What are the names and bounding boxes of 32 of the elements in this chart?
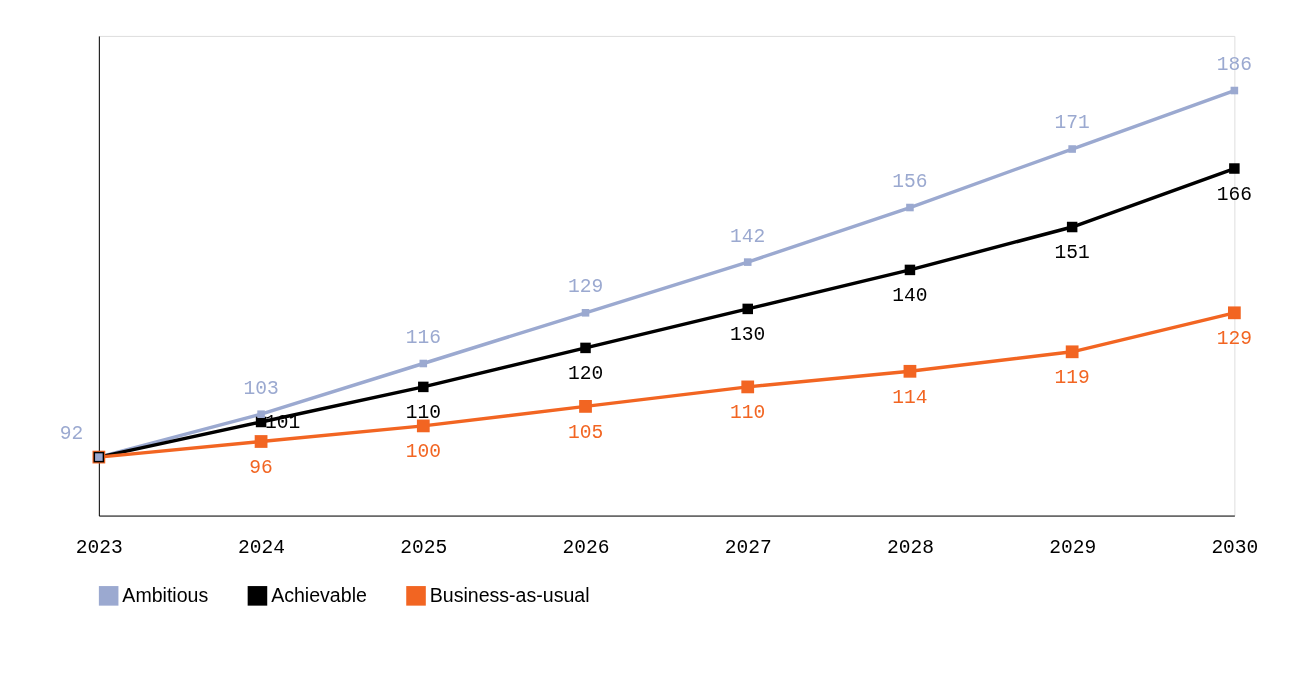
data-label: 129 [567,276,604,299]
x-tick-label: 2028 [886,537,934,560]
data-label: 96 [249,456,273,479]
x-tick-label: 2027 [724,537,772,560]
x-tick-label: 2025 [400,537,448,560]
data-label: 110 [730,402,766,425]
data-label: 119 [1054,367,1090,390]
x-tick-label: 2023 [75,537,123,560]
x-tick-label: 2029 [1049,537,1097,560]
data-label: 151 [1054,242,1090,265]
data-label: 120 [567,363,604,386]
data-label: 130 [730,324,766,347]
data-label: 116 [405,326,441,349]
data-label: 186 [1216,53,1252,76]
x-tick-label: 2030 [1211,537,1259,560]
data-label: 156 [892,170,928,193]
data-label: 166 [1216,183,1252,206]
legend-label: Business-as-usual [429,583,590,606]
legend-label: Achievable [271,583,367,606]
data-label: 110 [405,402,441,425]
data-label: 171 [1054,112,1090,135]
data-label: 140 [892,285,928,308]
legend-label: Ambitious [122,583,209,606]
data-label: 114 [892,386,928,409]
data-label: 103 [243,377,279,400]
x-tick-label: 2026 [562,537,610,560]
data-label: 100 [405,441,441,464]
data-label: 105 [567,421,604,444]
x-tick-label: 2024 [238,537,286,560]
data-label: 92 [59,423,84,446]
data-label: 142 [730,225,766,248]
data-label: 129 [1216,328,1252,351]
